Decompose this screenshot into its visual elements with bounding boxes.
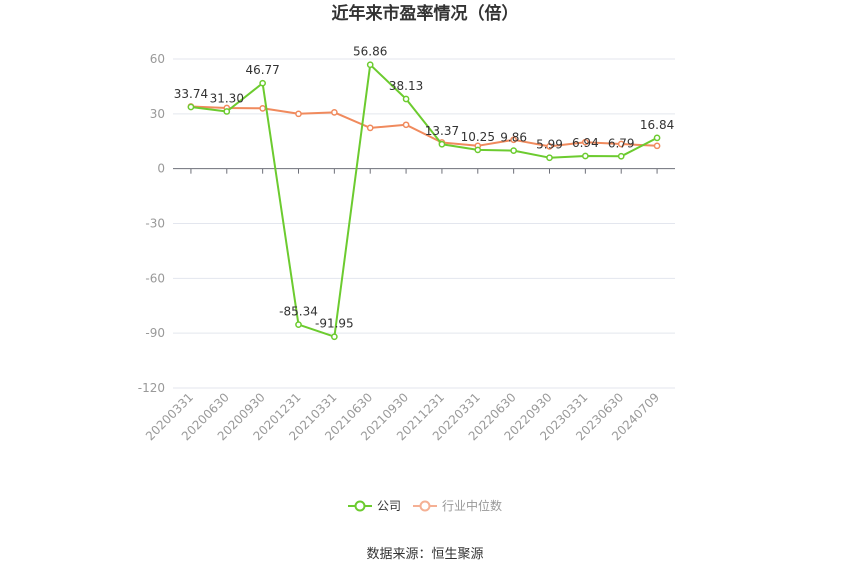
data-label: 31.30: [210, 91, 244, 105]
data-point: [546, 143, 553, 150]
grid-layer: [173, 58, 675, 389]
source-note: 数据来源：恒生聚源: [366, 547, 483, 562]
data-point: [617, 152, 625, 160]
data-point: [474, 146, 482, 154]
legend-label: 公司: [377, 499, 401, 513]
data-point: [402, 121, 410, 129]
data-point: [438, 140, 446, 148]
data-label: 56.86: [353, 45, 387, 59]
y-tick-label: -120: [138, 381, 165, 395]
data-label: 33.74: [174, 87, 208, 101]
series-line-company: [190, 63, 658, 338]
data-point: [259, 79, 266, 87]
data-point: [366, 124, 374, 132]
series-line-industry-median: [190, 105, 658, 148]
y-tick-label: -30: [145, 217, 165, 231]
y-tick-label: 30: [150, 107, 165, 121]
legend: 公司 行业中位数: [348, 498, 502, 513]
legend-marker: [354, 500, 366, 512]
data-label: 46.77: [245, 63, 279, 77]
data-point: [582, 138, 589, 146]
data-label: 6.79: [608, 136, 635, 150]
data-point: [187, 103, 195, 111]
series-layer: [187, 61, 661, 341]
legend-marker: [419, 500, 431, 512]
data-point: [402, 95, 410, 103]
data-label: 5.99: [536, 138, 563, 152]
data-label: 6.94: [572, 136, 599, 150]
chart-title: 近年来市盈率情况（倍）: [332, 3, 519, 24]
data-point: [331, 109, 338, 116]
data-point: [259, 105, 266, 112]
data-point: [510, 147, 517, 154]
data-point: [366, 61, 374, 69]
data-label: -85.34: [279, 305, 318, 319]
data-point: [295, 110, 302, 118]
data-label: 16.84: [640, 118, 674, 132]
data-point: [546, 154, 553, 162]
data-point: [653, 142, 661, 150]
data-point: [510, 136, 517, 144]
data-point: [295, 321, 302, 328]
data-point: [653, 134, 661, 142]
data-label: -91.95: [315, 317, 354, 331]
data-label: 9.86: [500, 131, 527, 145]
y-tick-label: -90: [145, 326, 165, 340]
data-point: [223, 108, 231, 115]
data-label: 13.37: [425, 124, 459, 138]
y-tick-label: 60: [150, 52, 165, 66]
data-label: 38.13: [389, 79, 423, 93]
data-label: 10.25: [461, 130, 495, 144]
y-tick-label: 0: [157, 162, 165, 176]
data-point: [617, 140, 625, 148]
data-point: [331, 333, 338, 341]
legend-label: 行业中位数: [442, 498, 502, 513]
data-point: [582, 152, 589, 160]
y-tick-label: -60: [145, 271, 165, 285]
